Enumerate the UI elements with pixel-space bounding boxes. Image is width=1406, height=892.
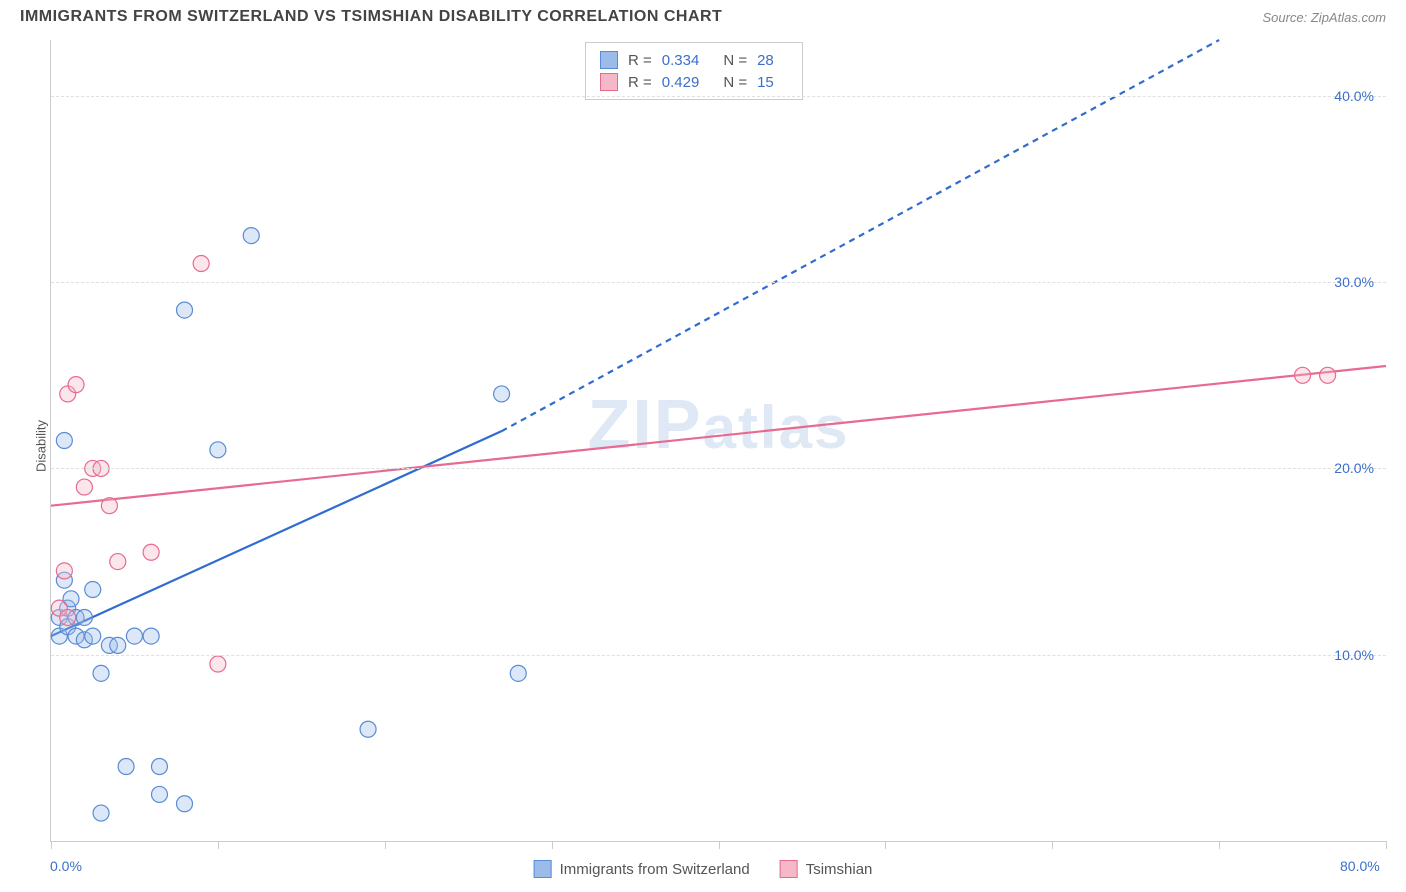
legend-series: Immigrants from Switzerland Tsimshian [534, 860, 873, 878]
chart-area: ZIPatlas R = 0.334 N = 28 R = 0.429 N = … [50, 40, 1386, 842]
x-tick [218, 841, 219, 849]
swatch-icon [534, 860, 552, 878]
x-tick [552, 841, 553, 849]
x-tick [51, 841, 52, 849]
y-tick-label: 40.0% [1334, 88, 1374, 104]
legend-label: Tsimshian [806, 861, 873, 878]
scatter-plot [51, 40, 1386, 841]
x-tick [385, 841, 386, 849]
gridline [51, 282, 1386, 283]
legend-label: Immigrants from Switzerland [560, 861, 750, 878]
x-tick-label: 80.0% [1340, 858, 1380, 874]
gridline [51, 468, 1386, 469]
x-tick [1219, 841, 1220, 849]
swatch-icon [600, 73, 618, 91]
x-tick [1386, 841, 1387, 849]
source-label: Source: ZipAtlas.com [1262, 10, 1386, 25]
legend-stats: R = 0.334 N = 28 R = 0.429 N = 15 [585, 42, 803, 100]
legend-stat-row: R = 0.334 N = 28 [600, 49, 788, 71]
y-axis-label: Disability [34, 420, 49, 472]
swatch-icon [780, 860, 798, 878]
legend-item: Tsimshian [780, 860, 873, 878]
x-tick [1052, 841, 1053, 849]
x-tick [885, 841, 886, 849]
y-tick-label: 20.0% [1334, 460, 1374, 476]
gridline [51, 655, 1386, 656]
header: IMMIGRANTS FROM SWITZERLAND VS TSIMSHIAN… [0, 0, 1406, 34]
legend-item: Immigrants from Switzerland [534, 860, 750, 878]
gridline [51, 96, 1386, 97]
y-tick-label: 30.0% [1334, 274, 1374, 290]
y-tick-label: 10.0% [1334, 647, 1374, 663]
x-tick-label: 0.0% [50, 858, 82, 874]
x-tick [719, 841, 720, 849]
chart-title: IMMIGRANTS FROM SWITZERLAND VS TSIMSHIAN… [20, 8, 722, 26]
legend-stat-row: R = 0.429 N = 15 [600, 71, 788, 93]
swatch-icon [600, 51, 618, 69]
